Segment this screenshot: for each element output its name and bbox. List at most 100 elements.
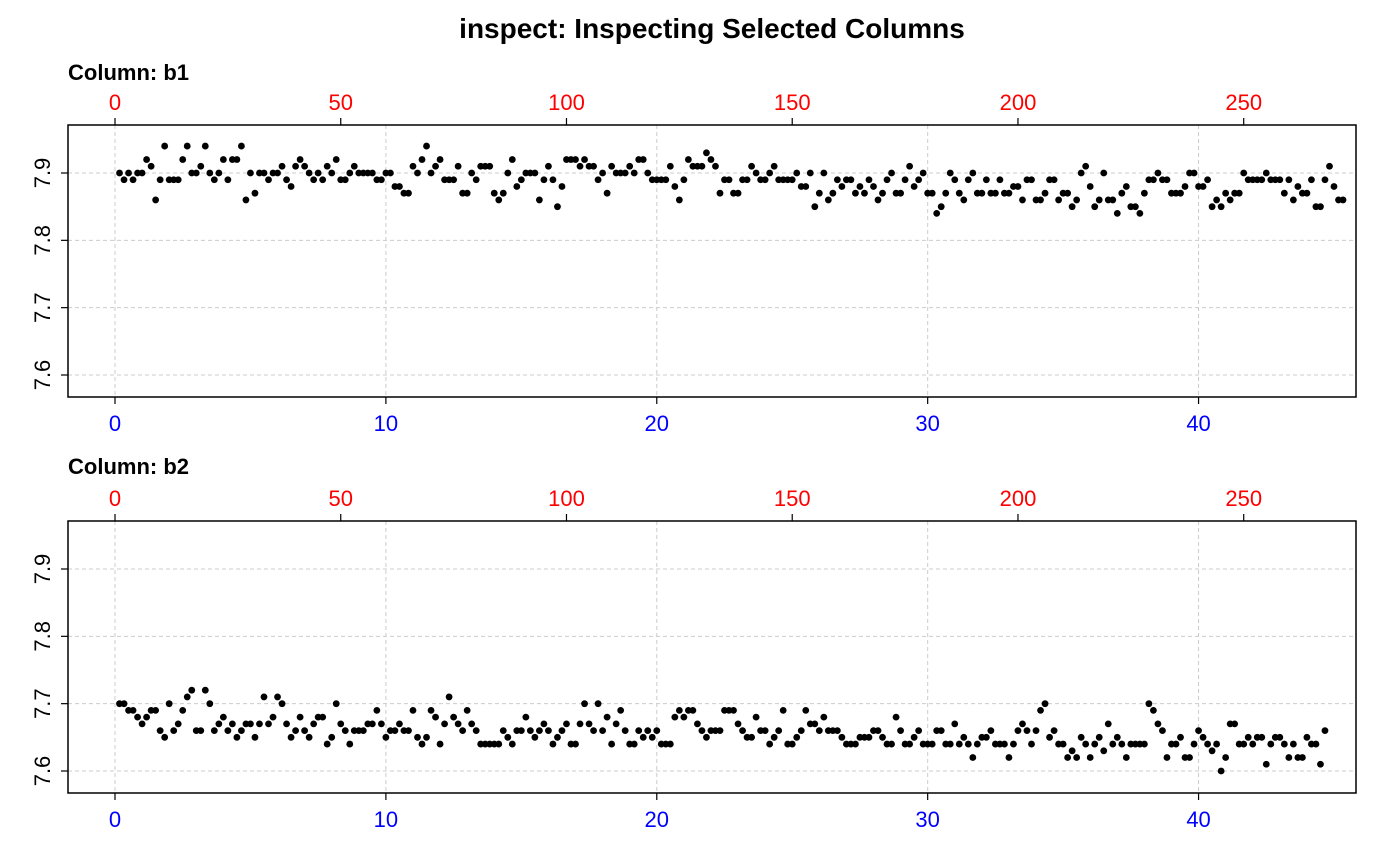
p2-xtick-label-bottom-0: 0 xyxy=(109,807,121,832)
p2-data-point-245 xyxy=(1217,767,1225,775)
p2-data-point-66 xyxy=(409,707,417,714)
p1-data-point-175 xyxy=(901,176,909,184)
p2-data-point-104 xyxy=(581,700,588,708)
p1-data-point-107 xyxy=(594,176,602,184)
p1-xtick-label-bottom-0: 0 xyxy=(109,411,121,436)
p1-data-point-211 xyxy=(1064,189,1072,197)
p2-data-point-21 xyxy=(206,700,214,708)
p1-data-point-51 xyxy=(341,176,349,184)
p1-data-point-85 xyxy=(495,196,503,204)
p1-data-point-15 xyxy=(179,156,187,163)
p2-data-point-248 xyxy=(1231,720,1239,728)
p2-data-point-230 xyxy=(1150,707,1157,714)
p2-xtick-label-bottom-10: 10 xyxy=(374,807,398,832)
p2-data-point-55 xyxy=(359,727,367,734)
p1-data-point-9 xyxy=(152,196,160,204)
p2-data-point-32 xyxy=(256,720,263,728)
p2-data-point-38 xyxy=(283,720,290,728)
p2-data-point-33 xyxy=(260,693,268,701)
p2-data-point-177 xyxy=(910,733,918,741)
p2-data-point-250 xyxy=(1240,740,1248,748)
p1-data-point-214 xyxy=(1077,169,1085,177)
p2-data-point-260 xyxy=(1285,754,1293,761)
p2-data-point-144 xyxy=(761,727,769,734)
p2-data-point-46 xyxy=(319,713,327,721)
p1-data-point-150 xyxy=(788,176,796,184)
p2-data-point-23 xyxy=(215,720,223,728)
p2-data-point-6 xyxy=(138,720,146,728)
p2-data-point-15 xyxy=(179,707,187,714)
p1-data-point-247 xyxy=(1226,196,1234,204)
p1-data-point-46 xyxy=(319,176,327,184)
p2-data-point-236 xyxy=(1177,733,1184,741)
panel-title-b2: Column: b2 xyxy=(68,454,189,479)
p1-data-point-45 xyxy=(314,169,322,177)
p1-data-point-118 xyxy=(644,169,652,177)
p2-data-point-93 xyxy=(531,733,539,741)
p1-data-point-126 xyxy=(680,176,688,184)
p1-xtick-label-top-0: 0 xyxy=(109,90,121,115)
p1-data-point-260 xyxy=(1285,176,1293,184)
p1-data-point-113 xyxy=(621,169,629,177)
p2-xtick-label-top-150: 150 xyxy=(774,486,811,511)
p2-data-point-103 xyxy=(576,720,584,728)
p1-data-point-160 xyxy=(833,176,841,184)
p2-data-point-187 xyxy=(955,740,963,748)
p1-xtick-label-top-150: 150 xyxy=(774,90,811,115)
p1-data-point-134 xyxy=(716,189,724,197)
p2-data-point-194 xyxy=(987,727,995,734)
p2-data-point-241 xyxy=(1199,733,1207,741)
p2-data-point-47 xyxy=(323,740,331,748)
p1-xtick-label-top-50: 50 xyxy=(328,90,352,115)
p2-data-point-44 xyxy=(310,720,318,728)
p1-data-point-236 xyxy=(1177,189,1184,197)
p2-data-point-148 xyxy=(779,707,787,714)
p1-data-point-16 xyxy=(183,142,191,150)
p1-xtick-label-bottom-20: 20 xyxy=(645,411,669,436)
p2-data-point-60 xyxy=(382,733,390,741)
p2-data-point-160 xyxy=(833,727,841,734)
p1-ytick-label-7.9: 7.9 xyxy=(30,158,55,189)
p1-data-point-201 xyxy=(1019,196,1026,204)
p2-data-point-191 xyxy=(973,740,981,748)
p1-data-point-53 xyxy=(350,162,358,170)
p1-data-point-84 xyxy=(490,189,498,197)
p2-data-point-267 xyxy=(1317,760,1324,768)
p2-data-point-217 xyxy=(1091,740,1099,748)
p1-xtick-label-top-200: 200 xyxy=(1000,90,1037,115)
panel-title-b1: Column: b1 xyxy=(68,60,189,85)
p1-data-point-165 xyxy=(856,183,864,190)
p1-data-point-200 xyxy=(1014,183,1022,190)
p2-data-point-138 xyxy=(734,720,742,728)
p2-data-point-12 xyxy=(165,700,173,708)
p1-data-point-87 xyxy=(504,169,512,177)
p2-data-point-264 xyxy=(1303,733,1311,741)
p1-data-point-237 xyxy=(1181,183,1189,190)
p2-data-point-254 xyxy=(1258,733,1266,741)
p1-data-point-138 xyxy=(734,189,742,197)
p2-data-point-147 xyxy=(775,727,783,734)
p2-data-point-164 xyxy=(852,740,859,748)
p2-data-point-208 xyxy=(1050,727,1058,734)
p1-data-point-243 xyxy=(1208,203,1216,211)
p1-data-point-259 xyxy=(1280,189,1288,197)
p2-data-point-98 xyxy=(554,733,561,741)
p2-data-point-128 xyxy=(689,707,697,714)
p2-data-point-242 xyxy=(1204,740,1211,748)
p1-data-point-142 xyxy=(752,169,760,177)
p2-data-point-7 xyxy=(143,713,151,721)
p2-data-point-221 xyxy=(1109,740,1117,748)
p1-data-point-37 xyxy=(278,162,286,170)
p1-data-point-40 xyxy=(292,162,299,170)
p2-data-point-207 xyxy=(1046,733,1053,741)
p2-data-point-172 xyxy=(888,740,895,748)
p1-data-point-99 xyxy=(558,183,566,190)
p2-data-point-174 xyxy=(897,727,904,734)
p1-data-point-63 xyxy=(396,183,403,190)
p2-data-point-70 xyxy=(427,707,435,714)
p2-data-point-39 xyxy=(287,733,295,741)
p1-data-point-209 xyxy=(1055,196,1062,204)
p1-data-point-24 xyxy=(219,156,227,163)
p2-data-point-123 xyxy=(666,740,674,748)
p2-data-point-116 xyxy=(635,727,643,734)
